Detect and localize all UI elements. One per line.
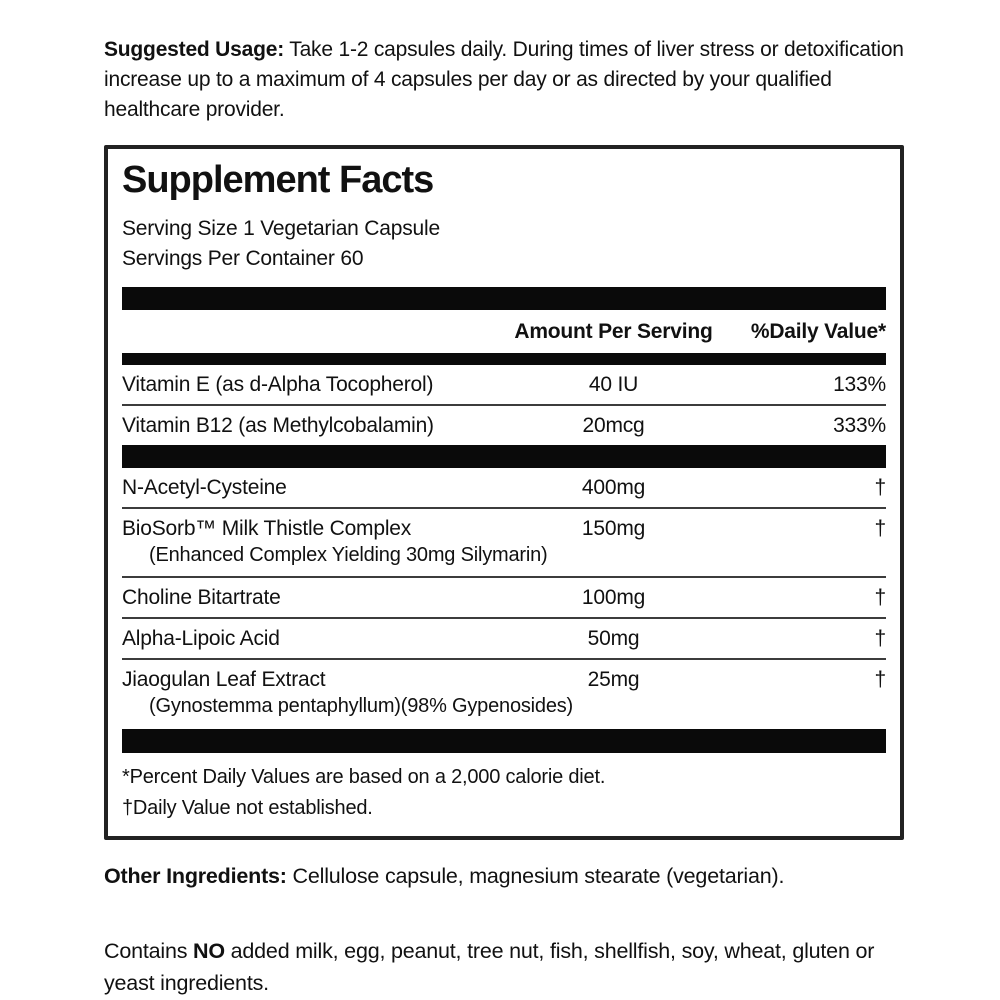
nutrient-name: Vitamin B12 (as Methylcobalamin)	[122, 414, 434, 438]
nutrient-amount: 25mg	[587, 668, 640, 692]
supplement-facts-panel: Supplement Facts Serving Size 1 Vegetari…	[104, 145, 904, 841]
divider-bar-header	[122, 353, 886, 366]
serving-size: Serving Size 1 Vegetarian Capsule	[122, 217, 440, 241]
nutrient-daily-value: †	[874, 627, 887, 651]
suggested-usage-text: Take 1-2 capsules daily. During times of…	[104, 38, 904, 121]
nutrient-amount: 400mg	[581, 476, 646, 500]
footnotes: *Percent Daily Values are based on a 2,0…	[122, 753, 886, 824]
other-ingredients-label: Other Ingredients:	[104, 864, 287, 889]
nutrient-daily-value: †	[874, 517, 887, 541]
allergen-bold-no: NO	[193, 939, 225, 964]
table-row: Alpha-Lipoic Acid 50mg †	[122, 617, 886, 658]
footnote-percent-daily-value: *Percent Daily Values are based on a 2,0…	[122, 766, 606, 789]
nutrient-sub-detail: (Enhanced Complex Yielding 30mg Silymari…	[149, 544, 548, 567]
column-header-row: Amount Per Serving %Daily Value*	[122, 310, 886, 353]
allergen-statement: Contains NO added milk, egg, peanut, tre…	[104, 935, 904, 1000]
nutrient-daily-value: 333%	[833, 414, 886, 438]
table-row: Choline Bitartrate 100mg †	[122, 576, 886, 617]
nutrient-amount: 150mg	[581, 517, 646, 541]
footnote-daily-value-not-established: †Daily Value not established.	[122, 797, 373, 820]
vitamins-section: Vitamin E (as d-Alpha Tocopherol) 40 IU …	[122, 365, 886, 445]
allergen-text: added milk, egg, peanut, tree nut, fish,…	[104, 939, 875, 996]
nutrient-amount: 20mcg	[582, 414, 645, 438]
nutrient-daily-value: 133%	[833, 373, 886, 397]
nutrient-name: BioSorb™ Milk Thistle Complex	[122, 517, 412, 541]
divider-bar-top	[122, 287, 886, 311]
nutrient-amount: 50mg	[587, 627, 640, 651]
nutrient-name: Choline Bitartrate	[122, 586, 281, 610]
divider-bar-bottom	[122, 729, 886, 754]
nutrient-daily-value: †	[874, 476, 887, 500]
allergen-prefix: Contains	[104, 939, 194, 964]
table-row: Vitamin E (as d-Alpha Tocopherol) 40 IU …	[122, 365, 886, 404]
servings-per-container: Servings Per Container 60	[122, 247, 364, 271]
table-row: Jiaogulan Leaf Extract 25mg † (Gynostemm…	[122, 658, 886, 727]
nutrient-name: Alpha-Lipoic Acid	[122, 627, 280, 651]
other-ingredients-text: Cellulose capsule, magnesium stearate (v…	[286, 864, 785, 889]
nutrient-name: N-Acetyl-Cysteine	[122, 476, 287, 500]
column-header-amount: Amount Per Serving	[514, 320, 713, 344]
suggested-usage: Suggested Usage: Take 1-2 capsules daily…	[104, 35, 904, 124]
column-header-daily-value: %Daily Value*	[750, 320, 886, 344]
table-row: BioSorb™ Milk Thistle Complex 150mg † (E…	[122, 507, 886, 576]
nutrient-daily-value: †	[874, 668, 887, 692]
suggested-usage-label: Suggested Usage:	[104, 38, 285, 61]
nutrient-name: Vitamin E (as d-Alpha Tocopherol)	[122, 373, 434, 397]
panel-title: Supplement Facts	[122, 159, 434, 202]
nutrient-daily-value: †	[874, 586, 887, 610]
ingredients-section: N-Acetyl-Cysteine 400mg † BioSorb™ Milk …	[122, 468, 886, 727]
table-row: N-Acetyl-Cysteine 400mg †	[122, 468, 886, 507]
divider-bar-middle	[122, 445, 886, 469]
nutrient-sub-detail: (Gynostemma pentaphyllum)(98% Gypenoside…	[149, 695, 574, 718]
nutrient-amount: 100mg	[581, 586, 646, 610]
table-row: Vitamin B12 (as Methylcobalamin) 20mcg 3…	[122, 404, 886, 445]
other-ingredients: Other Ingredients: Cellulose capsule, ma…	[104, 864, 904, 889]
nutrient-name: Jiaogulan Leaf Extract	[122, 668, 326, 692]
nutrient-amount: 40 IU	[588, 373, 639, 397]
